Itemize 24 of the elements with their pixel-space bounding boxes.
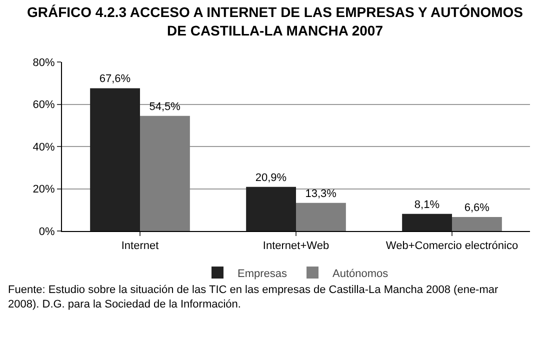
y-tick-label: 0%: [38, 226, 56, 238]
bar: [402, 214, 452, 231]
y-tick-label: 40%: [32, 141, 56, 154]
data-label: 20,9%: [255, 172, 287, 184]
legend-label: Empresas: [238, 268, 288, 280]
x-tick-label: Web+Comercio electrónico: [386, 240, 518, 252]
bar: [246, 186, 296, 231]
y-tick-label: 80%: [32, 56, 56, 69]
x-tick-label: Internet+Web: [262, 240, 330, 252]
bar: [296, 202, 346, 231]
bar: [90, 88, 140, 231]
data-label: 13,3%: [305, 188, 337, 200]
y-tick-label: 60%: [32, 99, 56, 112]
bar: [452, 217, 502, 231]
bar: [140, 116, 190, 231]
data-label: 8,1%: [414, 198, 440, 211]
legend-label: Autónomos: [332, 268, 389, 280]
data-label: 67,6%: [99, 73, 131, 86]
data-label: 54,5%: [149, 100, 181, 113]
y-tick-label: 20%: [32, 184, 56, 196]
x-tick-label: Internet: [121, 240, 159, 252]
data-label: 6,6%: [464, 202, 490, 214]
source-note: Fuente: Estudio sobre la situación de las TIC en las empresas de Castilla-La Mancha 2008 (ene-mar 2008). D.G. para la Sociedad de la Información.: [8, 284, 499, 310]
chart-title: GRÁFICO 4.2.3 ACCESO A INTERNET DE LAS EMPRESAS Y AUTÓNOMOS DE CASTILLA-LA MANCHA 2007: [26, 4, 524, 38]
